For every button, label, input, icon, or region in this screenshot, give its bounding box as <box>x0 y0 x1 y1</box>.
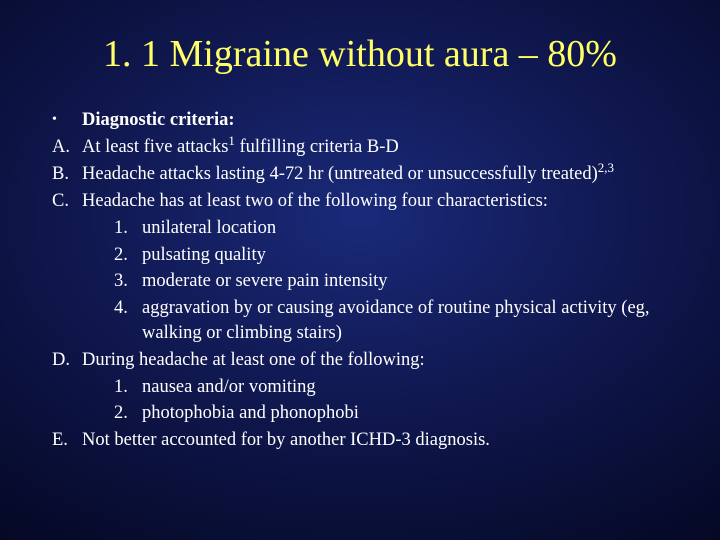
list-item-text: Not better accounted for by another ICHD… <box>82 428 672 452</box>
list-item-marker: A. <box>50 135 82 159</box>
list-item: E.Not better accounted for by another IC… <box>50 428 672 452</box>
list-subitem: 1.nausea and/or vomiting <box>114 375 672 399</box>
list-item-marker: • <box>50 108 82 132</box>
list-subitem-marker: 4. <box>114 296 142 345</box>
list-item-text-lead: Headache attacks lasting 4-72 hr (untrea… <box>82 164 598 184</box>
list-item: B.Headache attacks lasting 4-72 hr (untr… <box>50 162 672 186</box>
list-subitem-marker: 2. <box>114 401 142 425</box>
list-subitem-text: aggravation by or causing avoidance of r… <box>142 296 672 345</box>
list-item-marker: E. <box>50 428 82 452</box>
list-subitem-marker: 3. <box>114 269 142 293</box>
list-subitem-marker: 1. <box>114 216 142 240</box>
slide: 1. 1 Migraine without aura – 80% •Diagno… <box>0 0 720 540</box>
list-subitem-text: photophobia and phonophobi <box>142 401 672 425</box>
list-subitem: 1.unilateral location <box>114 216 672 240</box>
list-subitem: 2.pulsating quality <box>114 243 672 267</box>
list-subitem: 4.aggravation by or causing avoidance of… <box>114 296 672 345</box>
slide-body: •Diagnostic criteria:A.At least five att… <box>50 108 672 453</box>
list-subitem-marker: 2. <box>114 243 142 267</box>
list-item-text: During headache at least one of the foll… <box>82 348 672 372</box>
list-item: D.During headache at least one of the fo… <box>50 348 672 372</box>
list-item-text-tail: fulfilling criteria B-D <box>235 137 399 157</box>
list-subitem: 3.moderate or severe pain intensity <box>114 269 672 293</box>
list-item-marker: B. <box>50 162 82 186</box>
list-item-marker: D. <box>50 348 82 372</box>
list-subitem-text: pulsating quality <box>142 243 672 267</box>
list-item-text-lead: At least five attacks <box>82 137 228 157</box>
list-subitem: 2.photophobia and phonophobi <box>114 401 672 425</box>
slide-title: 1. 1 Migraine without aura – 80% <box>48 32 672 76</box>
list-item: A.At least five attacks1 fulfilling crit… <box>50 135 672 159</box>
list-subitem-text: unilateral location <box>142 216 672 240</box>
list-item-text: Headache has at least two of the followi… <box>82 189 672 213</box>
list-item: C.Headache has at least two of the follo… <box>50 189 672 213</box>
list-item-marker: C. <box>50 189 82 213</box>
list-subitem-text: nausea and/or vomiting <box>142 375 672 399</box>
list-subitem-marker: 1. <box>114 375 142 399</box>
list-item-text: Headache attacks lasting 4-72 hr (untrea… <box>82 162 672 186</box>
superscript: 2,3 <box>598 160 614 175</box>
list-item-text: At least five attacks1 fulfilling criter… <box>82 135 672 159</box>
list-item: •Diagnostic criteria: <box>50 108 672 132</box>
list-item-text: Diagnostic criteria: <box>82 108 672 132</box>
list-subitem-text: moderate or severe pain intensity <box>142 269 672 293</box>
